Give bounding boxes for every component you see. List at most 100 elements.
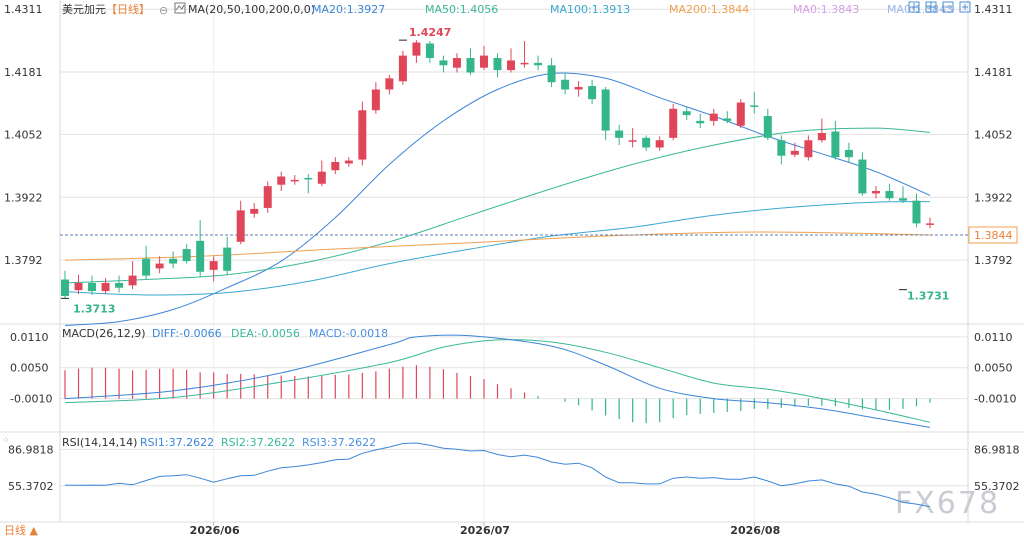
symbol-label: 美元加元 xyxy=(62,3,106,16)
candle-body xyxy=(263,186,272,208)
price-tick-left: 1.4181 xyxy=(4,66,43,79)
candle-body xyxy=(439,60,448,66)
date-tick-label: 2026/06 xyxy=(190,524,240,537)
macd-dea-line xyxy=(64,339,931,423)
rsi-legend-1: RSI1:37.2622 xyxy=(140,436,214,449)
candle-body xyxy=(763,116,772,138)
fit-icon[interactable] xyxy=(908,1,920,13)
candle-body xyxy=(277,176,286,185)
price-tick-right: 1.4181 xyxy=(974,66,1013,79)
rsi-legend-2: RSI2:37.2622 xyxy=(221,436,295,449)
ma-legend-4: MA200:1.3844 xyxy=(669,3,749,16)
candle-body xyxy=(371,89,380,111)
macd-tick-left: -0.0010 xyxy=(10,393,52,406)
candle-body xyxy=(61,279,69,296)
ma-legend-2: MA50:1.4056 xyxy=(425,3,498,16)
candle-body xyxy=(628,140,637,142)
candle-body xyxy=(642,137,651,148)
candle-body xyxy=(142,258,151,276)
ma-indicator-name: MA(20,50,100,200,0,0) xyxy=(188,3,315,16)
price-tick-left: 1.3792 xyxy=(4,254,43,267)
rsi-title: RSI(14,14,14) xyxy=(62,436,137,449)
candle-body xyxy=(885,191,894,199)
macd-legend-3: MACD:-0.0018 xyxy=(309,327,388,340)
macd-tick-right: -0.0010 xyxy=(974,393,1016,406)
candle-body xyxy=(723,118,732,121)
rsi-tick-left: 55.3702 xyxy=(8,480,54,493)
candle-body xyxy=(547,65,556,83)
candle-body xyxy=(898,198,907,201)
rsi-tick-right: 55.3702 xyxy=(974,480,1020,493)
candle-body xyxy=(696,120,705,124)
price-panel: 1.4311 1.4311 1.4181 1.4181 1.4052 1.4052 1.39… xyxy=(4,0,1018,522)
candle-body xyxy=(466,58,475,73)
candle-body xyxy=(615,130,624,138)
candle-body xyxy=(452,58,461,68)
ma-line-ma50 xyxy=(64,127,931,284)
candle-body xyxy=(682,111,691,116)
last-low-annotation: 1.3731 xyxy=(907,290,949,303)
candle-body xyxy=(520,62,529,65)
ma-legend-5: MA0:1.3843 xyxy=(793,3,859,16)
indicator-icon-glyph xyxy=(175,4,185,11)
price-tick-left: 1.4052 xyxy=(4,128,43,141)
candle-body xyxy=(155,263,164,269)
candle-body xyxy=(128,275,137,286)
ma-legend-6: MA0:1.3843 xyxy=(887,3,953,16)
current-price-label: 1.3844 xyxy=(974,229,1013,242)
price-tick-left: 1.4311 xyxy=(4,3,43,16)
macd-panel: 0.0110 0.0110 0.0050 0.0050 -0.0010 -0.0010 MA… xyxy=(10,327,1016,428)
rsi-settings-icon: ⁘ xyxy=(2,436,10,446)
macd-tick-left: 0.0050 xyxy=(10,362,49,375)
candle-body xyxy=(304,177,313,180)
macd-tick-right: 0.0110 xyxy=(974,331,1013,344)
price-tick-left: 1.3922 xyxy=(4,191,43,204)
candle-body xyxy=(655,140,664,148)
ma-line-ma200 xyxy=(64,231,931,261)
candle-body xyxy=(412,42,421,56)
candle-body xyxy=(101,282,110,292)
candle-body xyxy=(534,62,543,66)
candle-body xyxy=(74,282,83,291)
zoom-out-icon[interactable] xyxy=(942,1,954,13)
period-selector[interactable]: 日线 ▲ xyxy=(4,523,38,537)
time-axis: 2026/06 2026/07 2026/08 xyxy=(190,522,780,537)
layout-icon[interactable] xyxy=(925,1,937,13)
candle-body xyxy=(196,240,205,272)
candle-body xyxy=(817,132,826,141)
candle-body xyxy=(493,58,502,71)
zoom-in-icon[interactable] xyxy=(959,1,971,13)
candle-body xyxy=(561,79,570,90)
candle-body xyxy=(709,113,718,121)
candle-body xyxy=(115,282,124,288)
candle-body xyxy=(385,78,394,90)
price-tick-right: 1.3922 xyxy=(974,191,1013,204)
ma-legend: 美元加元【日线】 xyxy=(62,2,150,16)
candle-body xyxy=(831,131,840,158)
price-tick-right: 1.4052 xyxy=(974,128,1013,141)
date-tick-label: 2026/08 xyxy=(730,524,780,537)
high-annotation: 1.4247 xyxy=(409,26,451,39)
candle-body xyxy=(344,160,353,164)
price-tick-right: 1.3792 xyxy=(974,254,1013,267)
settings-icon: ⊖ xyxy=(159,4,168,17)
low-annotation: 1.3713 xyxy=(73,302,115,315)
macd-tick-right: 0.0050 xyxy=(974,362,1013,375)
candle-body xyxy=(926,223,934,225)
ma-legend-1: MA20:1.3927 xyxy=(312,3,385,16)
macd-diff-line xyxy=(64,334,931,428)
candle-body xyxy=(317,171,326,184)
candle-body xyxy=(209,261,218,270)
candle-body xyxy=(425,43,434,59)
candle-body xyxy=(250,208,259,214)
candle-body xyxy=(736,102,745,126)
candle-body xyxy=(844,149,853,158)
candle-body xyxy=(750,105,759,107)
macd-tick-left: 0.0110 xyxy=(10,331,49,344)
header-legend: ⊖ MA(20,50,100,200,0,0)MA20:1.3927 MA50:1.… xyxy=(159,2,953,17)
candle-body xyxy=(331,162,340,171)
period-tag: 【日线】 xyxy=(106,2,150,16)
candle-body xyxy=(804,140,813,158)
